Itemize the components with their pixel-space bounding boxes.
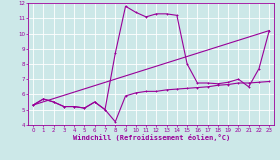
X-axis label: Windchill (Refroidissement éolien,°C): Windchill (Refroidissement éolien,°C) [73,134,230,141]
